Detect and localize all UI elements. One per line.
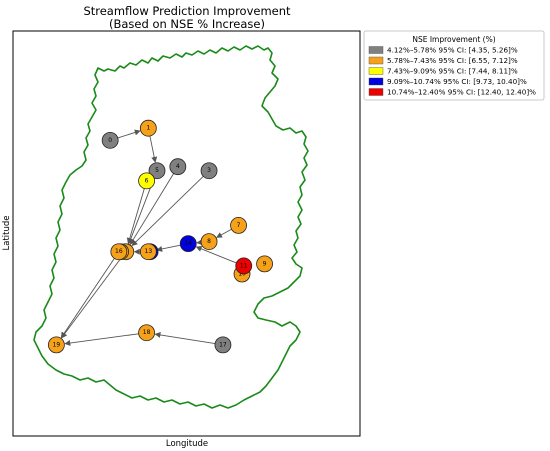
station-label-4: 4 [176, 163, 180, 170]
flow-arrow-1-to-5 [149, 135, 158, 163]
chart-subtitle: (Based on NSE % Increase) [109, 17, 265, 31]
station-label-8: 8 [207, 238, 211, 245]
station-label-19: 19 [53, 341, 61, 348]
station-label-18: 18 [143, 329, 151, 336]
legend-frame [363, 30, 545, 101]
station-marker-11 [235, 257, 253, 275]
flow-arrow-7-to-8 [216, 228, 232, 238]
flow-arrow-6-to-2 [126, 188, 145, 245]
flow-arrow-16-to-19 [60, 258, 115, 339]
station-marker-0 [101, 131, 119, 149]
flow-arrow-0-to-1 [117, 129, 141, 139]
legend: NSE Improvement (%) 4.12%–5.78% 95% CI: … [363, 30, 545, 101]
legend-title: NSE Improvement (%) [412, 35, 495, 44]
flow-arrow-18-to-19 [64, 333, 139, 346]
y-axis-label: Latitude [2, 216, 12, 251]
station-marker-7 [230, 216, 247, 234]
chart-title: Streamflow Prediction Improvement [83, 4, 291, 18]
legend-label-2: 7.43%–9.09% 95% CI: [7.44, 8.11]% [387, 67, 518, 76]
station-marker-17 [214, 336, 232, 354]
station-marker-4 [169, 158, 187, 176]
legend-label-1: 5.78%–7.43% 95% CI: [6.55, 7.12]% [387, 56, 518, 65]
station-marker-5 [148, 162, 166, 180]
station-marker-13 [139, 243, 157, 261]
station-marker-8 [200, 233, 218, 251]
station-label-17: 17 [219, 341, 227, 348]
flow-arrow-3-to-2 [131, 175, 204, 247]
station-marker-18 [138, 324, 155, 342]
station-label-11: 11 [240, 262, 248, 269]
station-label-9: 9 [263, 260, 267, 267]
station-label-3: 3 [207, 167, 211, 174]
station-label-6: 6 [145, 177, 149, 184]
station-label-7: 7 [237, 222, 241, 229]
legend-swatch-4 [368, 88, 384, 96]
basin-boundary [33, 45, 309, 409]
legend-swatch-2 [368, 67, 384, 75]
flow-arrow-5-to-2 [128, 178, 155, 245]
station-label-13: 13 [145, 248, 153, 255]
station-marker-14 [179, 235, 197, 253]
flow-arrow-11-to-14 [195, 246, 237, 264]
legend-label-4: 10.74%–12.40% 95% CI: [12.40, 12.40]% [387, 88, 536, 97]
station-marker-19 [47, 336, 65, 354]
flow-arrow-4-to-2 [129, 173, 175, 245]
station-marker-6 [138, 172, 155, 190]
legend-swatch-3 [368, 77, 384, 86]
station-marker-9 [256, 255, 273, 273]
station-marker-3 [200, 162, 218, 180]
flow-arrow-2-to-19 [61, 257, 122, 339]
station-marker-16 [110, 243, 128, 261]
station-label-5: 5 [155, 167, 159, 174]
station-markers: 012345678910111213141516171819 [47, 119, 273, 354]
station-label-0: 0 [108, 137, 112, 144]
x-axis-label: Longitude [166, 439, 208, 449]
flow-arrow-17-to-18 [154, 331, 216, 345]
station-label-16: 16 [115, 248, 123, 255]
station-marker-1 [139, 119, 157, 137]
plot-area [12, 30, 361, 437]
legend-swatch-1 [368, 56, 384, 65]
legend-label-3: 9.09%–10.74% 95% CI: [9.73, 10.40]% [387, 77, 527, 86]
flow-arrow-14-to-13 [156, 244, 181, 252]
flow-arrows [60, 129, 237, 346]
station-label-14: 14 [184, 240, 192, 247]
legend-swatch-0 [368, 46, 384, 54]
legend-label-0: 4.12%–5.78% 95% CI: [4.35, 5.26]% [387, 46, 518, 55]
station-label-1: 1 [146, 125, 150, 132]
